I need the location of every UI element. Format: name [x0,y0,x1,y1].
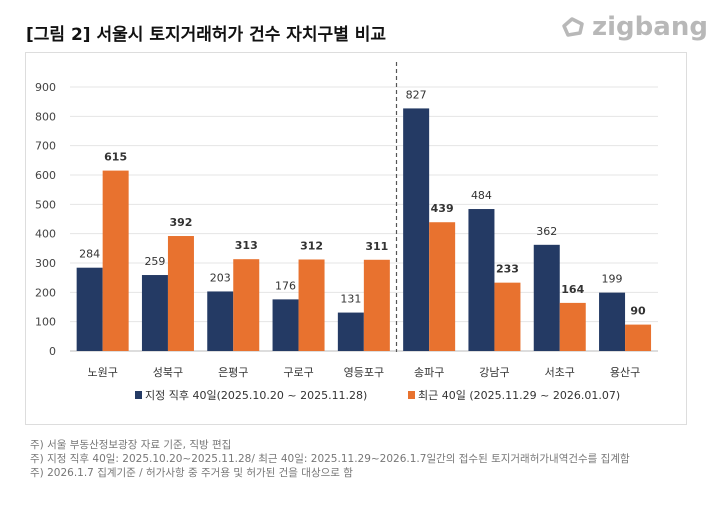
zigbang-logo-icon [562,17,584,37]
data-label: 392 [169,216,192,229]
legend-label: 최근 40일 (2025.11.29 ~ 2026.01.07) [418,388,620,402]
bar [363,259,390,351]
bar [468,209,495,351]
footnote: 주) 2026.1.7 집계기준 / 허가사항 중 주거용 및 허가된 건을 대… [30,467,353,479]
footnote: 주) 지정 직후 40일: 2025.10.20~2025.11.28/ 최근 … [30,453,630,465]
x-tick-label: 강남구 [479,366,509,379]
data-label: 164 [561,283,584,296]
bar [403,108,430,351]
bar [233,259,260,351]
bar [167,236,194,351]
x-tick-label: 용산구 [610,366,640,379]
y-tick-label: 300 [35,257,56,270]
data-label: 311 [365,240,388,253]
bar [76,267,103,351]
bar [625,324,652,351]
bar [272,299,299,351]
data-label: 176 [275,279,296,292]
bar [559,302,586,351]
data-label: 312 [300,239,323,252]
data-label: 90 [630,305,646,318]
data-label: 203 [210,271,231,284]
data-label: 233 [496,263,519,276]
x-tick-label: 은평구 [218,366,248,379]
y-tick-label: 400 [35,228,56,241]
zigbang-logo: zigbang [560,12,708,42]
y-tick-label: 200 [35,286,56,299]
y-tick-label: 100 [35,316,56,329]
x-tick-label: 노원구 [87,366,117,379]
bar [533,244,560,351]
bar [141,275,168,351]
legend-swatch [408,391,415,399]
x-tick-label: 송파구 [414,366,444,379]
data-label: 199 [602,273,623,286]
y-tick-label: 500 [35,198,56,211]
bar [102,170,129,351]
data-label: 362 [536,225,557,238]
data-label: 313 [235,239,258,252]
y-tick-label: 700 [35,140,56,153]
x-tick-label: 서초구 [545,366,575,379]
data-label: 259 [144,255,165,268]
y-tick-label: 800 [35,110,56,123]
data-label: 439 [431,202,454,215]
legend-swatch [135,391,142,399]
legend-label: 지정 직후 40일(2025.10.20 ~ 2025.11.28) [145,388,367,402]
y-tick-label: 600 [35,169,56,182]
data-label: 827 [406,88,427,101]
logo-text: zigbang [592,12,708,42]
bar-chart: 0 100 200 300 400 500 600 700 800 900 284 615 노원구 259… [35,62,658,402]
y-tick-label: 0 [49,345,56,358]
bar [429,222,456,351]
x-tick-label: 성북구 [153,366,183,379]
chart-title: [그림 2] 서울시 토지거래허가 건수 자치구별 비교 [26,25,387,45]
bar [207,291,234,351]
x-tick-label: 영등포구 [344,366,384,379]
data-label: 615 [104,151,127,164]
data-label: 284 [79,248,100,261]
y-tick-label: 900 [35,81,56,94]
footnotes: 주) 서울 부동산정보광장 자료 기준, 직방 편집 주) 지정 직후 40일:… [30,438,670,480]
bar [298,259,325,351]
data-label: 131 [340,293,361,306]
bar [599,292,626,351]
bar [337,312,364,351]
data-label: 484 [471,189,492,202]
chart-frame [25,52,687,425]
x-tick-label: 구로구 [283,366,313,379]
bar [494,282,521,351]
footnote: 주) 서울 부동산정보광장 자료 기준, 직방 편집 [30,439,232,451]
